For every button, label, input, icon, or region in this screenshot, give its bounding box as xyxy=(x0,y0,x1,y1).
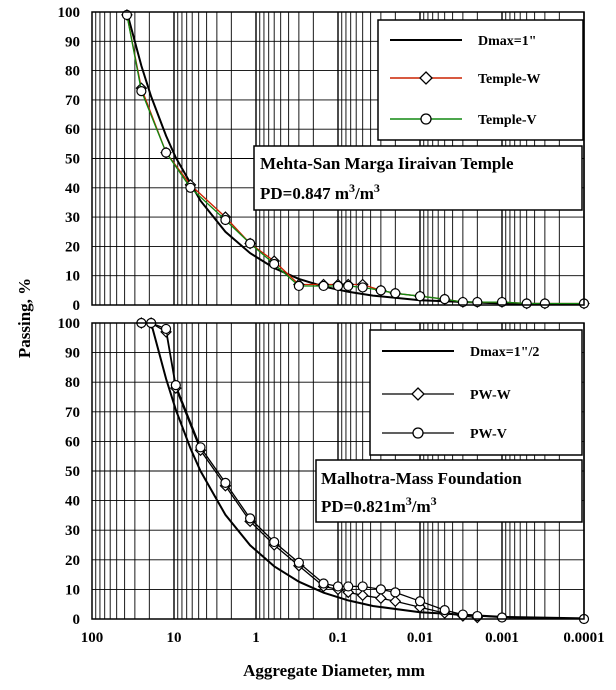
panel-top-legend: Dmax=1" Temple-W Temple-V xyxy=(377,19,584,141)
data-point-circle xyxy=(195,442,206,453)
legend-label-temple-v: Temple-V xyxy=(478,113,537,128)
y-tick-label: 60 xyxy=(65,434,80,450)
y-tick-label: 90 xyxy=(65,34,80,50)
x-axis-label: Aggregate Diameter, mm xyxy=(243,661,425,680)
x-tick-label: 0.01 xyxy=(407,630,433,646)
data-point-circle xyxy=(414,596,426,607)
y-tick-label: 10 xyxy=(65,269,80,285)
y-tick-label: 100 xyxy=(58,5,81,21)
y-tick-label: 70 xyxy=(65,405,80,421)
y-tick-label: 80 xyxy=(65,64,80,80)
x-tick-label: 0.001 xyxy=(485,630,519,646)
series-line-dmax-1-2 xyxy=(150,322,585,620)
data-point-circle xyxy=(414,291,426,302)
data-point-circle xyxy=(220,477,231,488)
data-point-circle xyxy=(136,86,147,97)
y-tick-label: 90 xyxy=(65,346,80,362)
legend-marker-circle xyxy=(412,427,424,439)
data-point-circle xyxy=(332,581,344,592)
data-point-diamond xyxy=(389,595,402,608)
panel-bottom-legend: Dmax=1"/2 PW-W PW-V xyxy=(369,329,583,456)
data-point-circle xyxy=(293,280,304,292)
data-point-circle xyxy=(539,298,550,309)
legend-label-pw-v: PW-V xyxy=(470,427,507,442)
panel-bottom-frame xyxy=(91,322,585,620)
annotation-pd: PD=0.847 m3/m3 xyxy=(260,181,380,203)
y-axis-label: Passing, % xyxy=(15,278,34,358)
data-point-circle xyxy=(375,584,386,595)
y-tick-label: 50 xyxy=(65,152,80,168)
panel-bottom: 0 10 20 30 40 50 60 70 80 90 100 Dmax=1"/2 PW-W PW… xyxy=(58,316,590,628)
data-point-diamond xyxy=(375,592,387,605)
data-point-circle xyxy=(160,323,172,335)
y-tick-label: 40 xyxy=(65,181,80,197)
data-point-diamond xyxy=(356,589,369,602)
x-tick-label: 0.0001 xyxy=(563,630,604,646)
x-tick-label: 1 xyxy=(252,630,260,646)
data-point-circle xyxy=(245,513,256,524)
data-point-circle xyxy=(245,238,256,249)
data-point-circle xyxy=(521,298,532,309)
data-point-circle xyxy=(390,587,401,598)
x-axis-tick-labels: 100 10 1 0.1 0.01 0.001 0.0001 xyxy=(81,630,605,646)
y-tick-label: 80 xyxy=(65,375,80,391)
y-tick-label: 70 xyxy=(65,93,80,109)
legend-marker-circle xyxy=(420,113,432,125)
panel-top: 0 10 20 30 40 50 60 70 80 90 100 Dmax=1" Temple-W … xyxy=(58,5,590,314)
legend-label-temple-w: Temple-W xyxy=(478,72,540,87)
data-point-circle xyxy=(185,182,196,193)
data-point-circle xyxy=(343,581,354,592)
data-point-circle xyxy=(390,288,401,299)
annotation-box xyxy=(315,459,583,523)
x-tick-label: 100 xyxy=(81,630,104,646)
y-tick-label: 100 xyxy=(58,316,81,332)
panel-top-y-ticks: 0 10 20 30 40 50 60 70 80 90 100 xyxy=(58,5,81,314)
x-tick-label: 10 xyxy=(167,630,182,646)
legend-marker-diamond xyxy=(411,387,425,401)
annotation-title: Mehta-San Marga Iiraivan Temple xyxy=(260,154,514,173)
data-point-circle xyxy=(343,280,354,292)
annotation-box xyxy=(253,145,583,211)
data-point-circle xyxy=(375,285,386,296)
y-tick-label: 0 xyxy=(73,612,81,628)
panel-bottom-y-ticks: 0 10 20 30 40 50 60 70 80 90 100 xyxy=(58,316,81,628)
data-point-circle xyxy=(170,380,181,391)
panel-top-grid xyxy=(92,11,585,306)
y-tick-label: 30 xyxy=(65,210,80,226)
y-tick-label: 0 xyxy=(73,298,81,314)
data-point-circle xyxy=(439,605,450,616)
y-tick-label: 20 xyxy=(65,553,80,569)
data-point-circle xyxy=(357,581,368,592)
data-point-circle xyxy=(332,280,344,292)
y-tick-label: 60 xyxy=(65,122,80,138)
x-tick-label: 0.1 xyxy=(329,630,348,646)
data-point-circle xyxy=(496,612,508,623)
data-point-circle xyxy=(220,214,231,226)
y-tick-label: 40 xyxy=(65,494,80,510)
legend-marker-diamond xyxy=(419,71,433,85)
annotation-pd: PD=0.821m3/m3 xyxy=(321,494,437,516)
panel-top-annotation: Mehta-San Marga Iiraivan Temple PD=0.847… xyxy=(253,145,583,211)
data-point-circle xyxy=(318,578,329,589)
data-point-circle xyxy=(439,294,450,305)
data-point-circle xyxy=(160,147,172,158)
y-tick-label: 50 xyxy=(65,464,80,480)
data-point-circle xyxy=(457,609,468,620)
legend-label-dmax: Dmax=1" xyxy=(478,34,537,49)
y-tick-label: 20 xyxy=(65,239,80,255)
panel-bottom-annotation: Malhotra-Mass Foundation PD=0.821m3/m3 xyxy=(315,459,583,523)
data-point-circle xyxy=(357,282,368,293)
legend-label-pw-w: PW-W xyxy=(470,388,511,403)
data-point-circle xyxy=(293,557,304,568)
series-line-temple-v xyxy=(126,14,584,305)
panel-top-frame xyxy=(91,11,585,306)
annotation-title: Malhotra-Mass Foundation xyxy=(321,469,522,488)
data-point-circle xyxy=(269,536,280,548)
data-point-circle xyxy=(269,258,280,270)
legend-label-dmax-half: Dmax=1"/2 xyxy=(470,345,539,360)
y-tick-label: 30 xyxy=(65,523,80,539)
data-point-circle xyxy=(318,280,329,292)
y-tick-label: 10 xyxy=(65,582,80,598)
